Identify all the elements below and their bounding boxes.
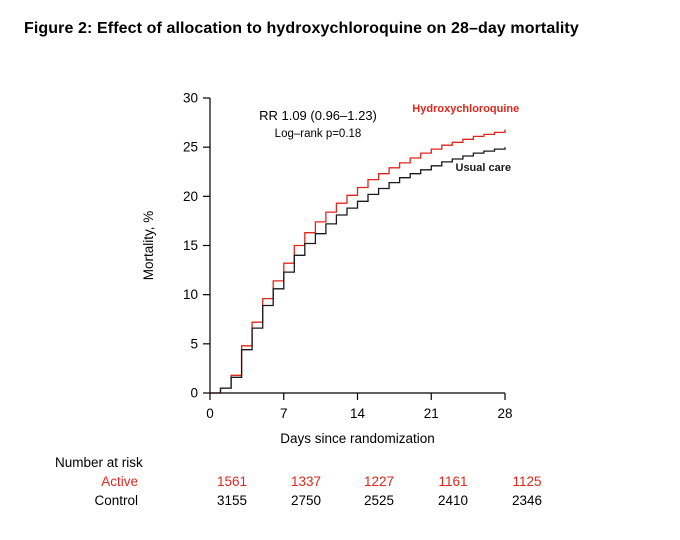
risk-value: 1125: [512, 474, 542, 489]
logrank-annotation: Log–rank p=0.18: [275, 128, 362, 140]
y-tick-label: 0: [190, 386, 198, 401]
y-tick-label: 10: [183, 287, 198, 302]
mortality-step-chart: 0 7 14 21 28 0 5 10 15 20 25 30 Days since randomiza…: [141, 91, 519, 447]
y-axis-label: Mortality, %: [141, 211, 156, 281]
risk-row-label-control: Control: [94, 493, 138, 508]
risk-row-label-active: Active: [101, 474, 138, 489]
risk-value: 1227: [363, 474, 395, 489]
x-tick-label: 0: [206, 406, 214, 421]
risk-value: 1337: [290, 474, 322, 489]
y-tick-label: 25: [183, 140, 198, 155]
rr-annotation: RR 1.09 (0.96–1.23): [259, 108, 377, 123]
y-tick-label: 30: [183, 91, 198, 106]
y-tick-label: 15: [183, 238, 198, 253]
series-label: Usual care: [456, 162, 512, 174]
risk-value: 1161: [438, 474, 468, 489]
x-axis-label: Days since randomization: [280, 431, 435, 446]
number-at-risk-table: Number at risk Active 1561 1337 1227 116…: [0, 455, 680, 535]
x-tick-label: 21: [424, 406, 439, 421]
risk-value: 1561: [216, 474, 248, 489]
y-tick-label: 20: [183, 189, 198, 204]
risk-value: 2750: [290, 493, 322, 508]
x-tick-label: 7: [280, 406, 288, 421]
y-tick-label: 5: [190, 336, 198, 351]
x-tick-label: 14: [350, 406, 366, 421]
risk-value: 2346: [511, 493, 543, 508]
x-tick-label: 28: [497, 406, 512, 421]
risk-value: 2525: [363, 493, 395, 508]
figure-title: Figure 2: Effect of allocation to hydrox…: [24, 20, 579, 37]
risk-value: 3155: [216, 493, 248, 508]
risk-table-header: Number at risk: [55, 455, 143, 470]
survival-curve: [210, 147, 506, 394]
risk-value: 2410: [437, 493, 469, 508]
series-label: Hydroxychloroquine: [412, 103, 519, 115]
